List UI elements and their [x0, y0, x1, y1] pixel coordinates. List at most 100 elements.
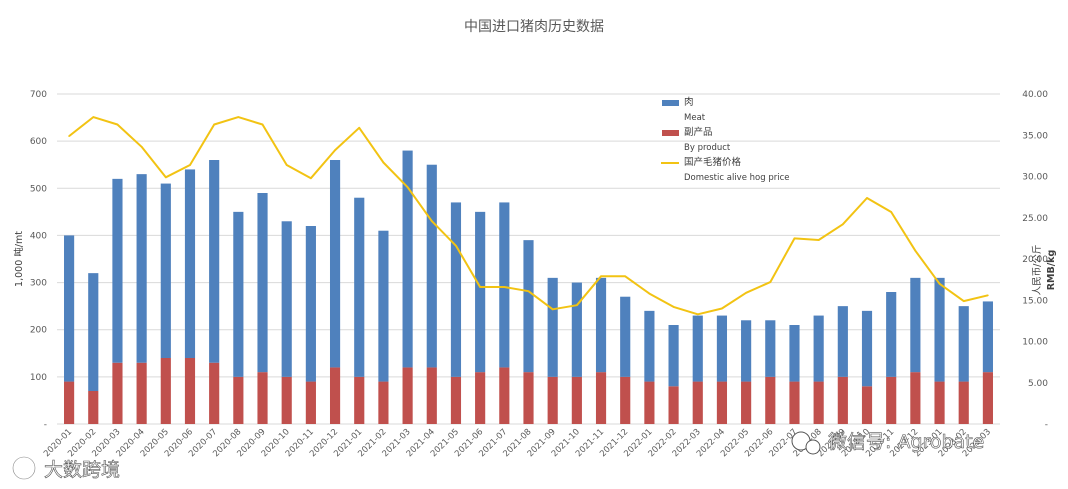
price-point — [334, 149, 336, 151]
price-point — [648, 292, 651, 295]
y-tick-right: 5.00 — [1028, 379, 1048, 389]
bar-meat — [958, 306, 969, 382]
bar-meat — [837, 306, 848, 377]
bar-by-product — [571, 376, 582, 424]
bar-by-product — [499, 367, 510, 424]
bar-meat — [233, 211, 244, 377]
bar-meat — [910, 277, 921, 373]
bar-meat — [112, 178, 123, 363]
price-point — [600, 275, 602, 278]
bar-meat — [620, 296, 631, 377]
watermark-logo: 大数跨境 — [44, 459, 120, 481]
price-point — [261, 123, 264, 126]
bar-by-product — [233, 376, 244, 424]
legend-label: 国产毛猪价格 — [684, 156, 742, 168]
bar-by-product — [354, 376, 365, 424]
bar-by-product — [644, 381, 655, 424]
price-point — [672, 306, 675, 308]
price-point — [527, 290, 530, 292]
bar-meat — [378, 230, 389, 382]
bar-by-product — [523, 372, 534, 424]
bar-meat — [789, 325, 800, 382]
bar-by-product — [112, 362, 123, 424]
price-point — [793, 237, 796, 240]
bar-meat — [184, 169, 196, 358]
bar-by-product — [886, 376, 897, 424]
bar-meat — [982, 301, 993, 373]
legend-label: 副产品 — [684, 126, 713, 138]
bar-by-product — [64, 381, 75, 424]
price-point — [479, 286, 481, 288]
bar-by-product — [813, 381, 824, 424]
bar-meat — [934, 277, 945, 382]
price-point — [382, 161, 385, 164]
bar-by-product — [620, 376, 631, 424]
bar-meat — [499, 202, 510, 368]
price-point — [285, 164, 288, 166]
legend-label-en: Domestic alive hog price — [684, 173, 790, 183]
bar-by-product — [982, 372, 993, 424]
y-tick-right: 30.00 — [1022, 173, 1048, 183]
y-tick-left: 700 — [30, 90, 47, 100]
bar-by-product — [378, 381, 389, 424]
bar-meat — [741, 320, 752, 382]
bar-meat — [861, 310, 873, 387]
price-point — [503, 286, 506, 288]
price-point — [745, 292, 747, 294]
bar-by-product — [209, 362, 220, 424]
legend-swatch — [662, 130, 679, 136]
bar-meat — [209, 160, 220, 363]
bar-by-product — [160, 358, 171, 424]
y-tick-right: 35.00 — [1022, 131, 1048, 141]
bar-by-product — [450, 376, 462, 424]
price-point — [624, 275, 627, 278]
bar-meat — [402, 150, 413, 368]
y-tick-left: 300 — [30, 279, 47, 289]
bar-by-product — [88, 391, 99, 424]
y-tick-right: 15.00 — [1022, 296, 1048, 306]
bar-meat — [547, 277, 558, 377]
bar-meat — [571, 282, 582, 377]
legend-label: 肉 — [684, 96, 694, 108]
bar-meat — [886, 292, 897, 377]
price-point — [140, 146, 143, 148]
bar-meat — [354, 197, 365, 377]
price-point — [455, 245, 457, 247]
price-point — [551, 308, 554, 311]
bar-by-product — [402, 367, 413, 424]
bar-by-product — [934, 381, 945, 424]
price-point — [987, 294, 989, 297]
bar-meat — [475, 211, 486, 373]
price-point — [962, 300, 965, 302]
bar-meat — [305, 226, 316, 382]
price-point — [696, 313, 699, 316]
price-point — [914, 249, 917, 252]
logo-icon-outline — [12, 456, 36, 480]
price-point — [92, 116, 95, 118]
watermark-wechat: 微信号: Agrobate — [828, 431, 984, 453]
bar-meat — [644, 310, 655, 382]
price-point — [213, 123, 215, 126]
bar-meat — [88, 273, 99, 391]
price-point — [866, 197, 868, 199]
bar-by-product — [329, 367, 341, 424]
price-point — [68, 135, 70, 137]
price-point — [817, 239, 820, 241]
bar-meat — [813, 315, 824, 382]
y-axis-label-right-unit: RMB/kg — [1046, 250, 1057, 291]
legend-label-en: Meat — [684, 113, 706, 123]
bar-by-product — [668, 386, 679, 424]
bar-meat — [64, 235, 75, 382]
bar-meat — [281, 221, 292, 377]
bar-by-product — [136, 362, 147, 424]
bar-by-product — [861, 386, 873, 424]
price-point — [237, 116, 240, 118]
y-tick-right: 25.00 — [1022, 214, 1048, 224]
price-point — [890, 211, 892, 213]
legend-swatch — [662, 100, 679, 106]
price-point — [358, 127, 361, 129]
price-point — [769, 281, 772, 283]
price-point — [406, 186, 409, 189]
bar-by-product — [426, 367, 437, 424]
